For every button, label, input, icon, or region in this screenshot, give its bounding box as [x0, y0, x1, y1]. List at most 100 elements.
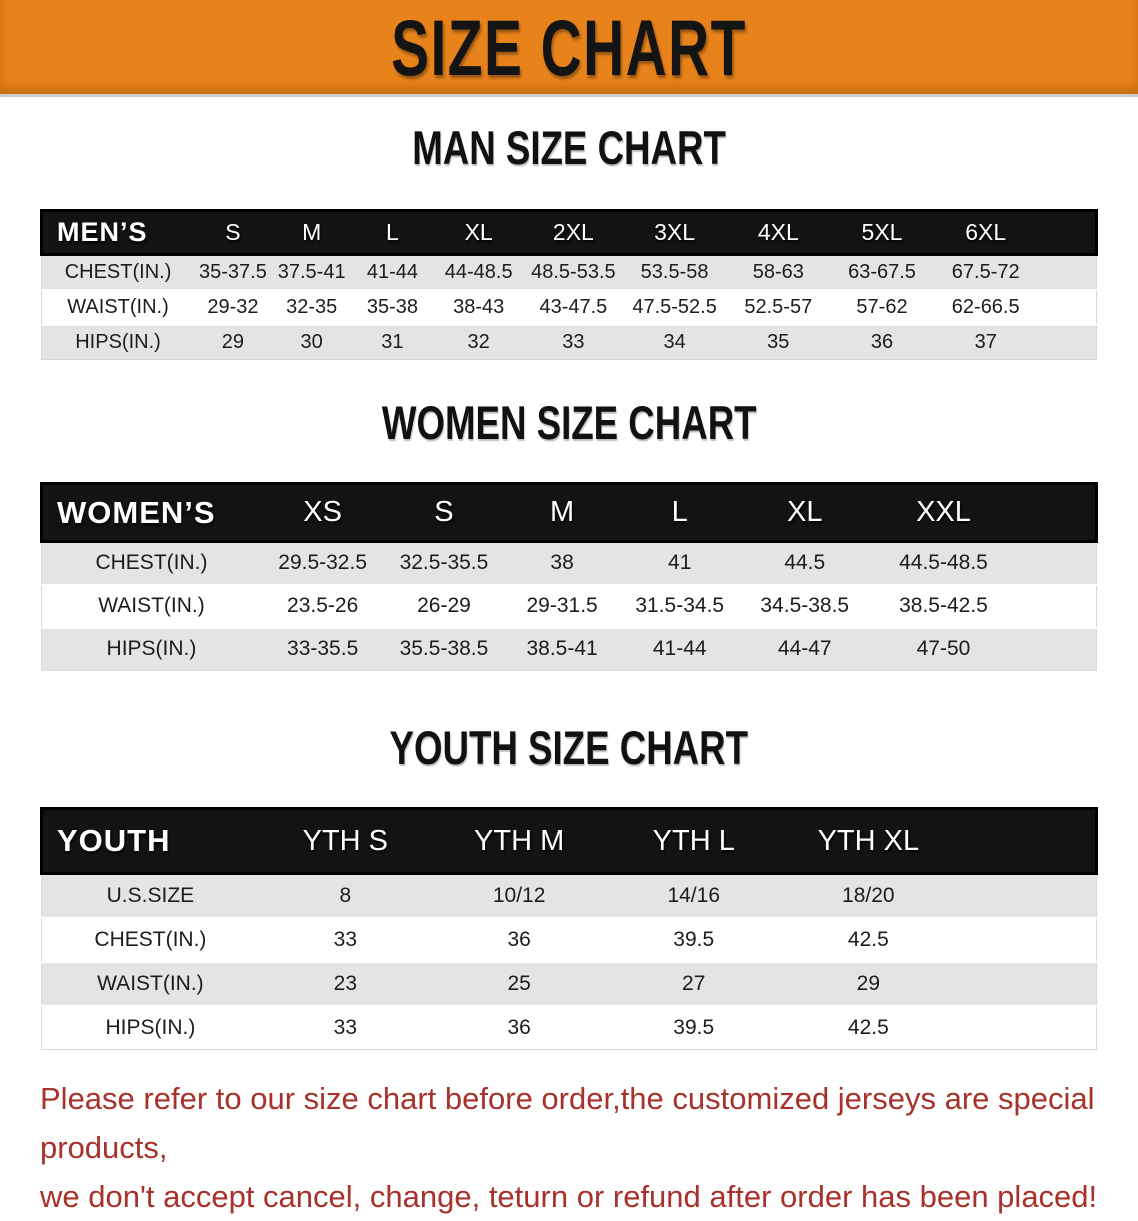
- filler-cell: [1016, 626, 1097, 671]
- size-value-cell: 35-38: [351, 288, 434, 325]
- size-value-cell: 67.5-72: [933, 253, 1038, 290]
- size-value-cell: 34: [622, 323, 727, 360]
- size-value-cell: 39.5: [606, 916, 782, 962]
- disclaimer-line-1: Please refer to our size chart before or…: [40, 1081, 1095, 1165]
- size-value-cell: 35: [726, 323, 831, 360]
- size-value-cell: 38-43: [433, 288, 525, 325]
- size-value-cell: 62-66.5: [933, 288, 1038, 325]
- size-value-cell: 29: [194, 323, 272, 360]
- size-value-cell: 32.5-35.5: [384, 540, 504, 585]
- size-header-row: MEN’S S M L XL 2XL 3XL 4XL 5XL 6XL: [40, 209, 1098, 256]
- size-value-cell: 30: [271, 323, 352, 360]
- size-value-cell: 26-29: [384, 583, 504, 628]
- disclaimer-line-2: we don't accept cancel, change, teturn o…: [40, 1179, 1098, 1214]
- filler-cell: [1016, 583, 1097, 628]
- filler-cell: [1016, 540, 1097, 585]
- size-value-cell: 29: [781, 960, 956, 1006]
- size-column-header: L: [351, 209, 434, 256]
- size-column-header: XXL: [870, 482, 1017, 543]
- size-column-header: 6XL: [933, 209, 1038, 256]
- measurement-label: WAIST(IN.): [41, 288, 195, 325]
- filler-cell: [955, 916, 1097, 962]
- size-value-cell: 29-32: [194, 288, 272, 325]
- measurement-label: HIPS(IN.): [41, 323, 195, 360]
- size-value-cell: 39.5: [606, 1004, 782, 1050]
- size-value-cell: 47.5-52.5: [622, 288, 727, 325]
- size-value-cell: 44-48.5: [433, 253, 525, 290]
- size-value-cell: 18/20: [781, 872, 956, 918]
- youth-heading-text: YOUTH SIZE CHART: [389, 721, 749, 774]
- size-column-header: M: [503, 482, 621, 543]
- size-header-row: YOUTH YTH S YTH M YTH L YTH XL: [39, 807, 1098, 875]
- size-value-cell: 25: [431, 960, 607, 1006]
- banner-title: SIZE CHART: [391, 2, 747, 92]
- measurement-row: U.S.SIZE 8 10/12 14/16 18/20: [41, 872, 1097, 918]
- table-group-label: YOUTH: [39, 807, 259, 875]
- measurement-label: CHEST(IN.): [41, 253, 195, 290]
- womens-size-table: WOMEN’S XS S M L XL XXL CHEST(IN.) 29.5-32.5 32.5…: [39, 482, 1099, 671]
- youth-size-table: YOUTH YTH S YTH M YTH L YTH XL U.S.SIZE 8 10/12…: [39, 807, 1098, 1050]
- measurement-label: HIPS(IN.): [41, 626, 261, 671]
- size-value-cell: 23: [258, 960, 432, 1006]
- filler-cell: [955, 807, 1098, 875]
- size-column-header: 3XL: [622, 209, 727, 256]
- size-value-cell: 10/12: [431, 872, 607, 918]
- size-value-cell: 34.5-38.5: [738, 583, 871, 628]
- size-value-cell: 44.5: [738, 540, 871, 585]
- size-column-header: YTH L: [606, 807, 782, 875]
- size-value-cell: 41: [620, 540, 739, 585]
- size-value-cell: 32: [433, 323, 525, 360]
- size-value-cell: 32-35: [271, 288, 352, 325]
- filler-cell: [955, 872, 1097, 918]
- size-value-cell: 53.5-58: [622, 253, 727, 290]
- man-section-heading: MAN SIZE CHART: [0, 123, 1138, 185]
- size-column-header: 2XL: [524, 209, 623, 256]
- filler-cell: [955, 960, 1097, 1006]
- size-value-cell: 36: [830, 323, 934, 360]
- size-value-cell: 52.5-57: [726, 288, 831, 325]
- measurement-row: HIPS(IN.) 33 36 39.5 42.5: [41, 1004, 1097, 1050]
- size-column-header: XL: [433, 209, 525, 256]
- measurement-row: HIPS(IN.) 29 30 31 32 33 34 35 36 37: [41, 323, 1097, 360]
- measurement-row: CHEST(IN.) 35-37.5 37.5-41 41-44 44-48.5 48.5…: [41, 253, 1097, 290]
- size-value-cell: 44.5-48.5: [870, 540, 1017, 585]
- size-value-cell: 37.5-41: [271, 253, 352, 290]
- measurement-row: WAIST(IN.) 23 25 27 29: [41, 960, 1097, 1006]
- size-value-cell: 8: [258, 872, 432, 918]
- measurement-label: WAIST(IN.): [41, 960, 259, 1006]
- youth-section-heading: YOUTH SIZE CHART: [0, 723, 1138, 785]
- measurement-row: WAIST(IN.) 29-32 32-35 35-38 38-43 43-47.5 47.…: [41, 288, 1097, 325]
- size-header-row: WOMEN’S XS S M L XL XXL: [39, 482, 1099, 543]
- size-chart-banner: SIZE CHART: [0, 0, 1138, 97]
- measurement-label: CHEST(IN.): [41, 540, 261, 585]
- size-value-cell: 44-47: [738, 626, 871, 671]
- size-column-header: S: [384, 482, 504, 543]
- measurement-label: CHEST(IN.): [41, 916, 259, 962]
- size-value-cell: 33: [258, 916, 432, 962]
- size-value-cell: 41-44: [620, 626, 739, 671]
- measurement-label: HIPS(IN.): [41, 1004, 259, 1050]
- size-value-cell: 41-44: [351, 253, 434, 290]
- size-column-header: L: [620, 482, 739, 543]
- size-column-header: 4XL: [726, 209, 831, 256]
- filler-cell: [955, 1004, 1097, 1050]
- size-value-cell: 29-31.5: [503, 583, 621, 628]
- size-value-cell: 37: [933, 323, 1038, 360]
- measurement-row: WAIST(IN.) 23.5-26 26-29 29-31.5 31.5-34.5 34…: [41, 583, 1097, 628]
- size-value-cell: 23.5-26: [260, 583, 385, 628]
- measurement-label: U.S.SIZE: [41, 872, 259, 918]
- women-heading-text: WOMEN SIZE CHART: [381, 396, 757, 449]
- size-value-cell: 27: [606, 960, 782, 1006]
- table-group-label: MEN’S: [40, 209, 195, 256]
- size-column-header: XS: [260, 482, 385, 543]
- size-value-cell: 38: [503, 540, 621, 585]
- measurement-row: CHEST(IN.) 33 36 39.5 42.5: [41, 916, 1097, 962]
- size-value-cell: 36: [431, 1004, 607, 1050]
- size-value-cell: 33: [258, 1004, 432, 1050]
- size-value-cell: 31.5-34.5: [620, 583, 739, 628]
- size-value-cell: 29.5-32.5: [260, 540, 385, 585]
- size-value-cell: 33: [524, 323, 623, 360]
- women-section-heading: WOMEN SIZE CHART: [0, 398, 1138, 460]
- size-column-header: 5XL: [830, 209, 934, 256]
- size-value-cell: 38.5-41: [503, 626, 621, 671]
